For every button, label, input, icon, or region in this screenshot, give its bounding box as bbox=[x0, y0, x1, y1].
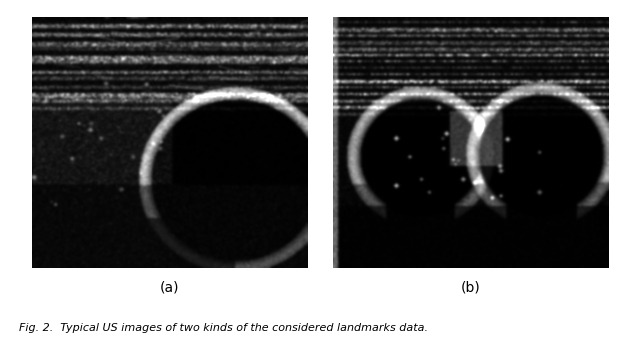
Text: (b): (b) bbox=[461, 280, 480, 294]
Text: (a): (a) bbox=[160, 280, 179, 294]
Text: Fig. 2.  Typical US images of two kinds of the considered landmarks data.: Fig. 2. Typical US images of two kinds o… bbox=[19, 323, 428, 333]
